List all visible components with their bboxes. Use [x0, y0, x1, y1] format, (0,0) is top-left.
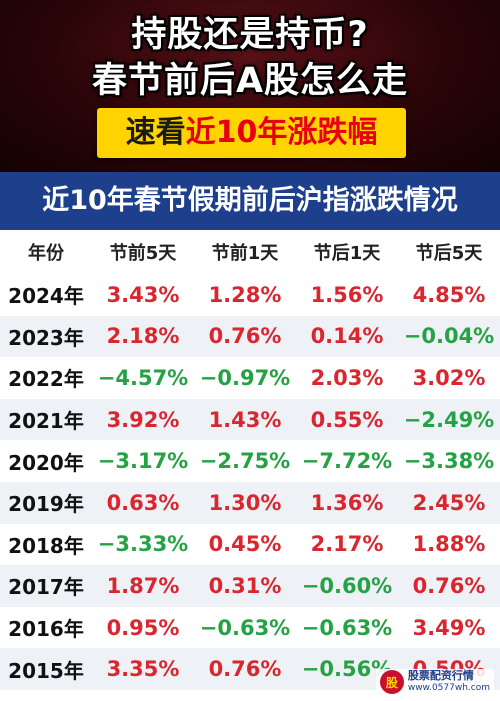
table-row: 2021年 3.92% 1.43% 0.55% −2.49%	[0, 398, 500, 441]
headline-line2: 春节前后A股怎么走	[91, 61, 409, 101]
header-banner: 持股还是持币? 春节前后A股怎么走 速看近10年涨跌幅	[0, 0, 500, 172]
table-body: 2024年 3.43% 1.28% 1.56% 4.85% 2023年 2.18% 0.76%…	[0, 274, 500, 690]
table-row: 2022年 −4.57% −0.97% 2.03% 3.02%	[0, 357, 500, 399]
change-value-cell: 2.18%	[106, 324, 180, 349]
change-value-cell: −3.33%	[97, 532, 189, 557]
change-value-cell: 2.03%	[310, 365, 384, 390]
change-value-cell: 1.36%	[310, 490, 384, 515]
column-header-year: 年份	[28, 243, 64, 264]
watermark-url: www.0577wh.com	[407, 683, 490, 693]
table-header-row: 年份 节前5天 节前1天 节后1天 节后5天	[0, 230, 500, 274]
change-value-cell: 3.35%	[106, 657, 180, 682]
change-value-cell: −7.72%	[301, 449, 393, 474]
change-value-cell: −0.97%	[199, 365, 291, 390]
badge-prefix: 速看	[125, 115, 186, 150]
change-value-cell: −2.75%	[199, 449, 291, 474]
year-cell: 2019年	[8, 492, 84, 517]
headline-line1: 持股还是持币?	[131, 15, 369, 55]
change-value-cell: 3.43%	[106, 282, 180, 307]
change-value-cell: 0.95%	[106, 615, 180, 640]
change-value-cell: 3.92%	[106, 407, 180, 432]
change-value-cell: 0.31%	[208, 573, 282, 598]
column-header-post5: 节后5天	[415, 243, 483, 264]
year-cell: 2018年	[8, 533, 84, 558]
change-value-cell: 3.49%	[412, 615, 486, 640]
year-cell: 2017年	[8, 575, 84, 600]
table-row: 2016年 0.95% −0.63% −0.63% 3.49%	[0, 607, 500, 649]
change-value-cell: −3.38%	[403, 449, 495, 474]
year-cell: 2022年	[8, 367, 84, 392]
table-row: 2018年 −3.33% 0.45% 2.17% 1.88%	[0, 524, 500, 566]
table-row: 2019年 0.63% 1.30% 1.36% 2.45%	[0, 481, 500, 524]
table-row: 2017年 1.87% 0.31% −0.60% 0.76%	[0, 565, 500, 607]
table-row: 2024年 3.43% 1.28% 1.56% 4.85%	[0, 274, 500, 316]
watermark-name: 股票配资行情	[407, 669, 474, 682]
year-cell: 2016年	[8, 617, 84, 642]
change-value-cell: 0.45%	[208, 532, 282, 557]
change-value-cell: 4.85%	[412, 282, 486, 307]
change-value-cell: 0.76%	[208, 657, 282, 682]
change-value-cell: 2.17%	[310, 532, 384, 557]
change-value-cell: 2.45%	[412, 490, 486, 515]
change-value-cell: 1.43%	[208, 407, 282, 432]
change-value-cell: −0.63%	[301, 615, 393, 640]
change-value-cell: −2.49%	[403, 407, 495, 432]
year-cell: 2023年	[8, 325, 84, 350]
change-value-cell: −4.57%	[97, 365, 189, 390]
table-row: 2020年 −3.17% −2.75% −7.72% −3.38%	[0, 440, 500, 482]
change-value-cell: −0.60%	[301, 573, 393, 598]
change-value-cell: −3.17%	[97, 449, 189, 474]
year-cell: 2021年	[8, 409, 84, 434]
change-value-cell: 0.63%	[106, 490, 180, 515]
change-value-cell: 3.02%	[412, 365, 486, 390]
change-value-cell: 0.55%	[310, 407, 384, 432]
change-value-cell: 1.56%	[310, 282, 384, 307]
column-header-pre5: 节前5天	[109, 243, 177, 264]
year-cell: 2020年	[8, 450, 84, 475]
change-value-cell: −0.04%	[403, 324, 495, 349]
watermark-logo-icon: 股	[379, 670, 404, 694]
change-value-cell: −0.63%	[199, 615, 291, 640]
watermark: 股 股票配资行情 www.0577wh.com	[375, 669, 494, 695]
data-table: 年份 节前5天 节前1天 节后1天 节后5天 2024年 3.43% 1.28% 1.…	[0, 230, 500, 690]
badge-highlight: 近10年涨跌幅	[185, 115, 378, 150]
year-cell: 2015年	[8, 658, 84, 683]
headline-badge: 速看近10年涨跌幅	[97, 108, 406, 158]
watermark-text: 股票配资行情 www.0577wh.com	[408, 670, 490, 694]
change-value-cell: 1.88%	[412, 532, 486, 557]
change-value-cell: 0.76%	[208, 324, 282, 349]
table-row: 2023年 2.18% 0.76% 0.14% −0.04%	[0, 315, 500, 358]
column-header-pre1: 节前1天	[211, 243, 279, 264]
table-title: 近10年春节假期前后沪指涨跌情况	[0, 172, 500, 230]
change-value-cell: 1.28%	[208, 282, 282, 307]
change-value-cell: 1.30%	[208, 490, 282, 515]
change-value-cell: 0.76%	[412, 573, 486, 598]
column-header-post1: 节后1天	[313, 243, 381, 264]
year-cell: 2024年	[8, 284, 84, 309]
change-value-cell: 0.14%	[310, 324, 384, 349]
change-value-cell: 1.87%	[106, 573, 180, 598]
